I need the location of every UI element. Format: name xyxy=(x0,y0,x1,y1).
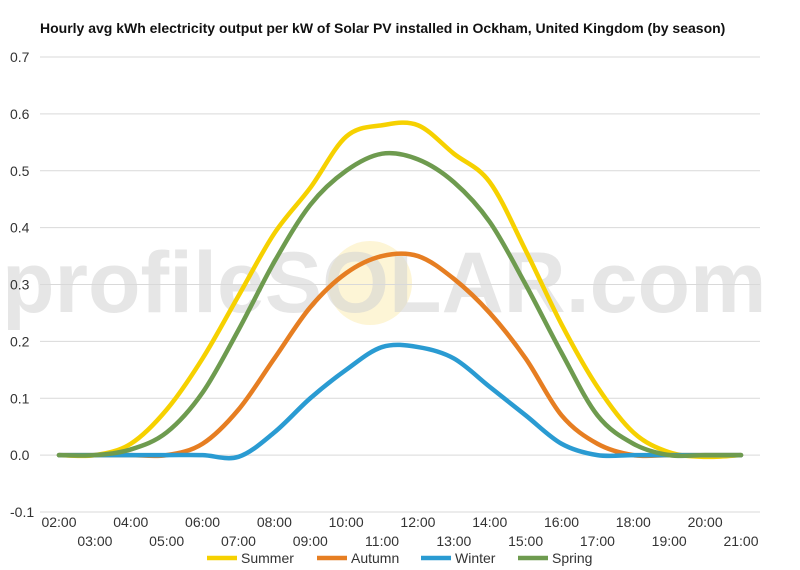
y-tick-label: 0.4 xyxy=(10,220,30,236)
x-tick-label: 08:00 xyxy=(257,514,292,530)
legend-label: Winter xyxy=(455,550,496,566)
x-tick-label: 20:00 xyxy=(688,514,723,530)
series-lines xyxy=(56,120,744,461)
legend-label: Summer xyxy=(241,550,294,566)
x-tick-label: 14:00 xyxy=(472,514,507,530)
x-tick-label: 07:00 xyxy=(221,533,256,549)
legend: Summer Autumn Winter Spring xyxy=(207,550,592,566)
watermark: profileSOLAR.com xyxy=(2,235,767,331)
y-tick-label: 0.6 xyxy=(10,106,30,122)
x-tick-label: 09:00 xyxy=(293,533,328,549)
x-tick-label: 12:00 xyxy=(400,514,435,530)
x-axis-ticks: 02:0003:0004:0005:0006:0007:0008:0009:00… xyxy=(41,514,758,549)
x-tick-label: 03:00 xyxy=(77,533,112,549)
y-tick-label: 0.0 xyxy=(10,447,30,463)
x-tick-label: 04:00 xyxy=(113,514,148,530)
chart-title: Hourly avg kWh electricity output per kW… xyxy=(40,20,725,36)
x-tick-label: 19:00 xyxy=(652,533,687,549)
y-tick-label: -0.1 xyxy=(10,504,34,520)
x-tick-label: 11:00 xyxy=(365,533,399,549)
legend-label: Autumn xyxy=(351,550,399,566)
y-tick-label: 0.2 xyxy=(10,333,30,349)
y-tick-label: 0.3 xyxy=(10,277,30,293)
y-tick-label: 0.1 xyxy=(10,390,30,406)
x-tick-label: 06:00 xyxy=(185,514,220,530)
series-line-spring xyxy=(56,150,744,459)
x-tick-label: 15:00 xyxy=(508,533,543,549)
grid xyxy=(40,56,760,513)
x-tick-label: 17:00 xyxy=(580,533,615,549)
x-tick-label: 18:00 xyxy=(616,514,651,530)
y-axis-ticks: 0.7 0.6 0.5 0.4 0.3 0.2 0.1 0.0 -0.1 xyxy=(10,49,34,520)
x-tick-label: 02:00 xyxy=(41,514,76,530)
x-tick-label: 13:00 xyxy=(436,533,471,549)
x-tick-label: 21:00 xyxy=(723,533,758,549)
y-tick-label: 0.7 xyxy=(10,49,30,65)
watermark-text: profileSOLAR.com xyxy=(2,235,767,331)
legend-label: Spring xyxy=(552,550,592,566)
x-tick-label: 10:00 xyxy=(329,514,364,530)
x-tick-label: 05:00 xyxy=(149,533,184,549)
watermark-sun-icon xyxy=(328,241,412,325)
series-line-summer xyxy=(56,120,744,460)
series-line-winter xyxy=(56,342,744,461)
y-tick-label: 0.5 xyxy=(10,163,30,179)
x-tick-label: 16:00 xyxy=(544,514,579,530)
